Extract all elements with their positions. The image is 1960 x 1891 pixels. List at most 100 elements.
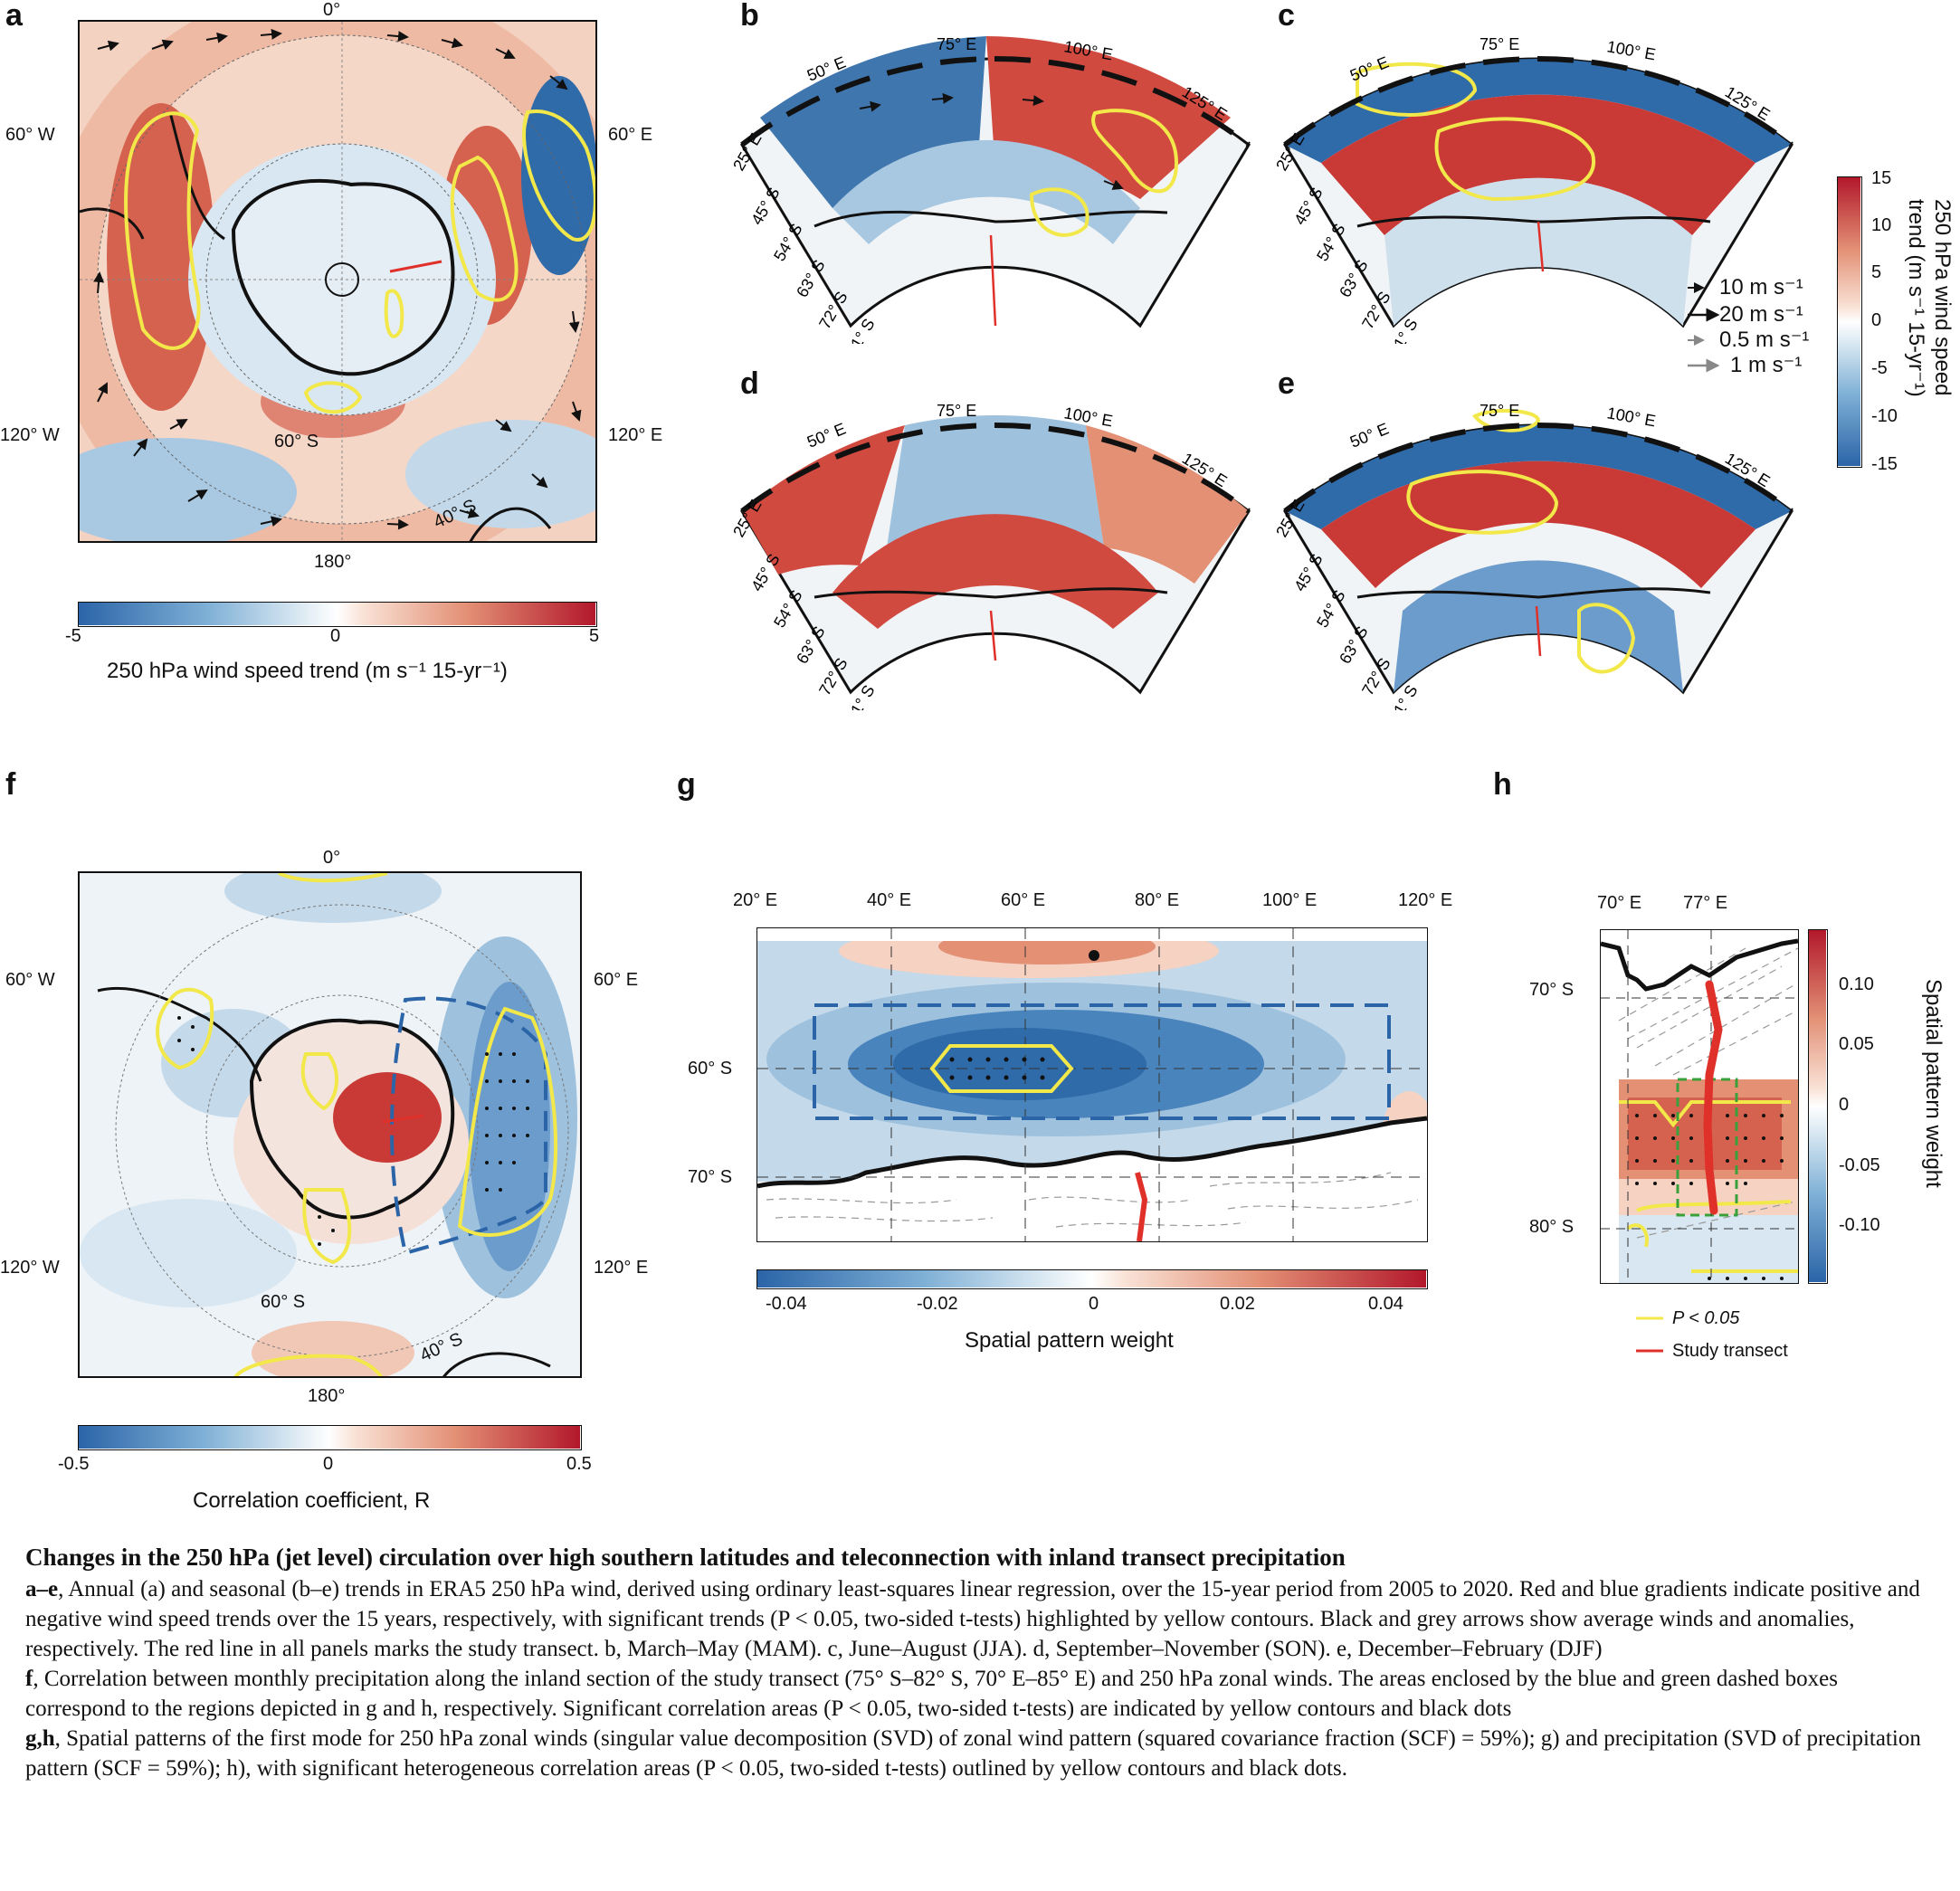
panel-h-ytick-80: 80° S <box>1529 1217 1575 1237</box>
panel-a-letter: a <box>5 0 23 33</box>
panel-a-lon-120w: 120° W <box>0 425 60 445</box>
wind-legend-05: 0.5 m s⁻¹ <box>1719 328 1810 352</box>
colorbar-be-tick-0: 0 <box>1871 310 1882 330</box>
caption-lead-ae: a–e <box>25 1577 59 1601</box>
panel-g-ytick-70: 70° S <box>688 1167 733 1187</box>
colorbar-g-svg <box>757 1270 1426 1288</box>
colorbar-be-tick-m10: -10 <box>1871 406 1898 426</box>
wind-legend-1: 1 m s⁻¹ <box>1730 353 1803 377</box>
panel-a-map: 60° S 40° S <box>78 20 597 543</box>
wind-legend-10: 10 m s⁻¹ <box>1719 275 1803 299</box>
svg-text:60° S: 60° S <box>274 432 319 451</box>
colorbar-a-tick-max: 5 <box>589 626 600 646</box>
panel-a-lon-120e: 120° E <box>608 425 663 445</box>
panel-a-lon-180: 180° <box>314 552 352 572</box>
colorbar-f-tick-min: -0.5 <box>58 1454 90 1474</box>
colorbar-h-svg <box>1809 930 1826 1282</box>
panel-h-letter: h <box>1493 767 1512 802</box>
colorbar-h <box>1808 929 1828 1284</box>
panel-h-xtick-77: 77° E <box>1683 893 1728 913</box>
panel-c-map: 50° E 75° E 100° E 125° E 25° E 45° S 54… <box>1272 35 1793 344</box>
panel-f-lon-120e: 120° E <box>594 1258 649 1278</box>
panel-h-plot <box>1600 929 1799 1284</box>
colorbar-be-tick-m5: -5 <box>1871 358 1888 378</box>
colorbar-a <box>78 602 597 627</box>
colorbar-h-label: Spatial pattern weight <box>1921 979 1946 1188</box>
panel-h-xtick-70: 70° E <box>1597 893 1642 913</box>
colorbar-a-tick-min: -5 <box>65 626 81 646</box>
panel-b-letter: b <box>740 0 759 33</box>
colorbar-be-label-2: trend (m s⁻¹ 15-yr⁻¹) <box>1904 199 1928 397</box>
panel-e-map: 50° E 75° E 100° E 125° E 25° E 45° S 54… <box>1272 402 1793 710</box>
svg-text:50° E: 50° E <box>1347 420 1392 451</box>
colorbar-f-svg <box>79 1426 580 1449</box>
panel-f-map-svg: 60° S 40° S <box>80 873 580 1376</box>
colorbar-be-tick-15: 15 <box>1871 168 1892 188</box>
panel-g-xtick-60: 60° E <box>1001 890 1046 910</box>
panel-d-letter: d <box>740 366 759 401</box>
svg-text:50° E: 50° E <box>1347 53 1392 85</box>
colorbar-be-tick-10: 10 <box>1871 215 1892 235</box>
panel-b-map: 50° E 75° E 100° E 125° E 25° E 45° S 54… <box>729 35 1251 344</box>
colorbar-a-label: 250 hPa wind speed trend (m s⁻¹ 15-yr⁻¹) <box>107 659 508 683</box>
wind-legend-20: 20 m s⁻¹ <box>1719 302 1803 327</box>
colorbar-h-tick-0: 0 <box>1839 1095 1850 1115</box>
svg-text:75° E: 75° E <box>1480 35 1519 53</box>
colorbar-h-tick-m010: -0.10 <box>1839 1215 1880 1235</box>
colorbar-h-tick-m005: -0.05 <box>1839 1155 1880 1175</box>
colorbar-g-label: Spatial pattern weight <box>965 1328 1174 1353</box>
svg-text:75° E: 75° E <box>937 402 976 420</box>
colorbar-g-tick-004: 0.04 <box>1368 1294 1403 1314</box>
colorbar-be-svg <box>1838 177 1860 466</box>
colorbar-f <box>78 1425 582 1450</box>
colorbar-be <box>1837 176 1862 468</box>
figure-caption: Changes in the 250 hPa (jet level) circu… <box>25 1543 1935 1783</box>
colorbar-g <box>756 1269 1428 1289</box>
panel-f-letter: f <box>5 767 16 802</box>
panel-g-xtick-40: 40° E <box>867 890 912 910</box>
colorbar-f-tick-max: 0.5 <box>566 1454 592 1474</box>
svg-text:50° E: 50° E <box>804 420 849 451</box>
svg-text:75° E: 75° E <box>937 35 976 53</box>
panel-a-lon-60w: 60° W <box>5 125 55 145</box>
panel-a-lon-0: 0° <box>323 0 341 20</box>
panel-f-lon-180: 180° <box>308 1386 346 1406</box>
caption-lead-f: f <box>25 1667 33 1691</box>
colorbar-be-tick-m15: -15 <box>1871 454 1898 474</box>
colorbar-f-tick-zero: 0 <box>323 1454 334 1474</box>
panel-f-lon-60e: 60° E <box>594 970 639 990</box>
legend-h-transect: Study transect <box>1672 1341 1788 1361</box>
caption-text-f: , Correlation between monthly precipitat… <box>25 1667 1838 1721</box>
colorbar-h-tick-005: 0.05 <box>1839 1034 1874 1054</box>
caption-paragraph-ae: a–e, Annual (a) and seasonal (b–e) trend… <box>25 1574 1935 1664</box>
panel-c-letter: c <box>1278 0 1295 33</box>
panel-g-xtick-80: 80° E <box>1135 890 1180 910</box>
legend-h-p: P < 0.05 <box>1672 1308 1740 1328</box>
panel-g-plot-svg <box>757 928 1427 1241</box>
panel-g-xtick-120: 120° E <box>1398 890 1453 910</box>
svg-text:100° E: 100° E <box>1605 37 1657 63</box>
panel-g-ytick-60: 60° S <box>688 1059 733 1079</box>
legend-h-swatches <box>1636 1316 1663 1353</box>
panel-a-lon-60e: 60° E <box>608 125 653 145</box>
svg-text:100° E: 100° E <box>1605 404 1657 430</box>
wind-legend-arrows <box>1688 282 1720 373</box>
panel-d-map: 50° E 75° E 100° E 125° E 25° E 45° S 54… <box>729 402 1251 710</box>
colorbar-g-tick-002: 0.02 <box>1220 1294 1255 1314</box>
panel-a-map-svg: 60° S 40° S <box>80 22 595 541</box>
caption-text-gh: , Spatial patterns of the first mode for… <box>25 1726 1921 1781</box>
panel-g-plot <box>756 927 1428 1242</box>
colorbar-g-tick-0: 0 <box>1089 1294 1099 1314</box>
colorbar-a-tick-zero: 0 <box>330 626 341 646</box>
panel-h-plot-svg <box>1601 930 1798 1283</box>
caption-paragraph-f: f, Correlation between monthly precipita… <box>25 1664 1935 1724</box>
caption-paragraph-gh: g,h, Spatial patterns of the first mode … <box>25 1724 1935 1783</box>
panel-e-letter: e <box>1278 366 1295 401</box>
svg-text:60° S: 60° S <box>261 1292 305 1312</box>
caption-title: Changes in the 250 hPa (jet level) circu… <box>25 1544 1346 1571</box>
colorbar-f-label: Correlation coefficient, R <box>193 1488 431 1513</box>
colorbar-g-tick-m004: -0.04 <box>766 1294 807 1314</box>
colorbar-be-label-1: 250 hPa wind speed <box>1930 199 1955 396</box>
panel-g-xtick-20: 20° E <box>733 890 778 910</box>
colorbar-a-svg <box>79 603 595 625</box>
